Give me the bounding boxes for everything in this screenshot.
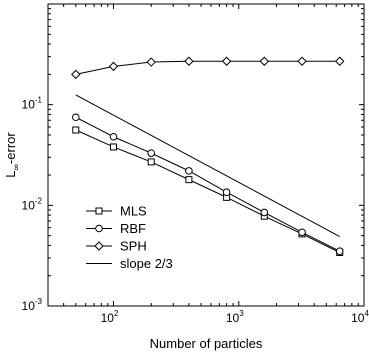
data-point-rbf [185,167,193,175]
y-tick-label-base: 10 [22,98,36,112]
x-tick-label: 102 [101,309,119,325]
series-line-rbf [75,116,340,252]
legend: MLS RBF SPH slope 2/3 [86,204,173,271]
series-rbf [71,113,344,256]
y-tick-label: 10-3 [22,297,43,313]
data-point-rbf [335,247,344,256]
y-tick-label-exponent: -3 [35,297,43,306]
data-point-sph [259,56,270,66]
x-tick-label-exponent: 4 [364,309,369,318]
data-point-mls [72,126,80,134]
series-sph [71,56,345,80]
data-point-mls [109,143,117,151]
y-axis-label: L∞-error [3,132,21,178]
data-point-sph [146,57,156,67]
legend-label-rbf: RBF [120,221,146,236]
data-point-mls [185,176,193,184]
data-point-sph [335,56,345,66]
data-point-sph [108,61,119,72]
y-axis-label-main: L [3,170,18,177]
x-tick-label-base: 10 [351,311,365,325]
legend-label-mls: MLS [120,204,147,219]
legend-label-sph: SPH [120,239,147,254]
data-point-rbf [298,228,306,237]
legend-marker-rbf [95,224,103,233]
x-axis-label: Number of particles [150,336,263,351]
series-line-slope-2-3 [75,94,340,237]
y-tick-label: 10-1 [22,96,43,112]
y-axis-label-suffix: -error [3,132,18,164]
series-line-mls [75,129,340,253]
data-point-sph [221,56,232,66]
data-point-rbf [147,149,155,157]
data-point-sph [297,56,307,66]
legend-marker-sph [94,241,104,251]
plot-frame [47,3,365,307]
data-point-rbf [222,188,231,197]
x-tick-label: 103 [226,309,244,325]
x-tick-label-base: 10 [101,311,115,325]
data-point-mls [147,158,155,166]
data-point-rbf [109,132,118,141]
data-point-rbf [260,208,269,217]
y-tick-label-exponent: -2 [35,196,43,205]
data-point-sph [184,56,194,66]
series-mls [72,126,344,256]
y-tick-label-base: 10 [22,299,36,313]
legend-marker-mls [95,207,103,215]
data-point-sph [71,69,81,80]
series-slope-2-3 [75,94,340,237]
series-line-sph [75,60,340,75]
y-tick-label-exponent: -1 [35,96,43,105]
x-tick-label-exponent: 3 [239,309,244,318]
x-tick-label-base: 10 [226,311,240,325]
x-tick-label-exponent: 2 [114,309,119,318]
legend-label-slope-2-3: slope 2/3 [120,256,173,271]
x-tick-label: 104 [351,309,369,325]
series-layer [71,56,345,256]
data-point-rbf [71,113,80,122]
y-tick-label-base: 10 [22,198,36,212]
y-tick-label: 10-2 [22,196,43,212]
y-axis-label-subscript: ∞ [11,164,21,170]
